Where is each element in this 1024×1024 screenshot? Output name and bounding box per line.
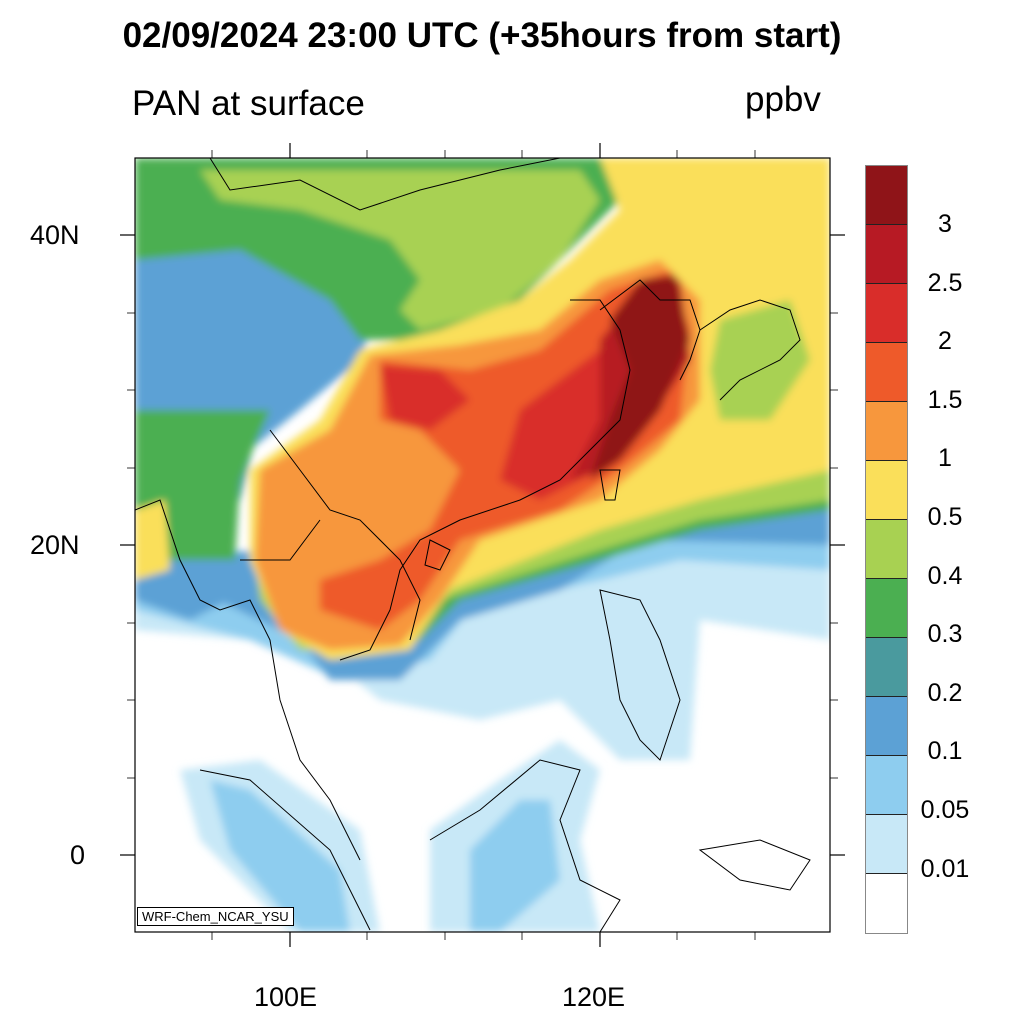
colorbar-swatch [866, 638, 907, 697]
colorbar-swatch [866, 697, 907, 756]
units-label: ppbv [745, 80, 821, 119]
colorbar-label: 1.5 [927, 385, 963, 414]
colorbar [865, 165, 908, 934]
colorbar-swatch [866, 343, 907, 402]
colorbar-label: 0.2 [927, 678, 963, 707]
colorbar-label: 2.5 [927, 268, 963, 297]
filled-contours [135, 158, 830, 932]
colorbar-label: 0.05 [920, 796, 970, 824]
x-tick-120e: 120E [562, 982, 626, 1012]
y-tick-40n: 40N [30, 220, 80, 250]
colorbar-swatch [866, 284, 907, 343]
colorbar-label: 3 [938, 210, 952, 238]
colorbar-label: 0.01 [920, 854, 970, 883]
colorbar-swatch [866, 166, 907, 225]
colorbar-swatch [866, 874, 907, 933]
colorbar-swatch [866, 756, 907, 815]
y-tick-20n: 20N [30, 530, 80, 560]
colorbar-label: 0.5 [927, 503, 963, 531]
y-tick-0: 0 [70, 840, 86, 870]
colorbar-swatch [866, 520, 907, 579]
plot-title: 02/09/2024 23:00 UTC (+35hours from star… [122, 16, 842, 55]
colorbar-label: 1 [938, 444, 952, 473]
colorbar-label: 0.4 [927, 561, 963, 590]
colorbar-label: 0.1 [927, 737, 963, 766]
model-label: WRF-Chem_NCAR_YSU [137, 907, 294, 926]
colorbar-swatch [866, 579, 907, 638]
colorbar-label: 2 [938, 327, 952, 356]
colorbar-swatch [866, 461, 907, 520]
colorbar-swatch [866, 225, 907, 284]
axis-ticks [120, 143, 845, 947]
colorbar-swatch [866, 402, 907, 461]
colorbar-label: 0.3 [927, 620, 963, 649]
variable-label: PAN at surface [132, 84, 365, 123]
coastlines [135, 158, 811, 932]
colorbar-swatch [866, 815, 907, 874]
x-tick-100e: 100E [254, 982, 318, 1012]
